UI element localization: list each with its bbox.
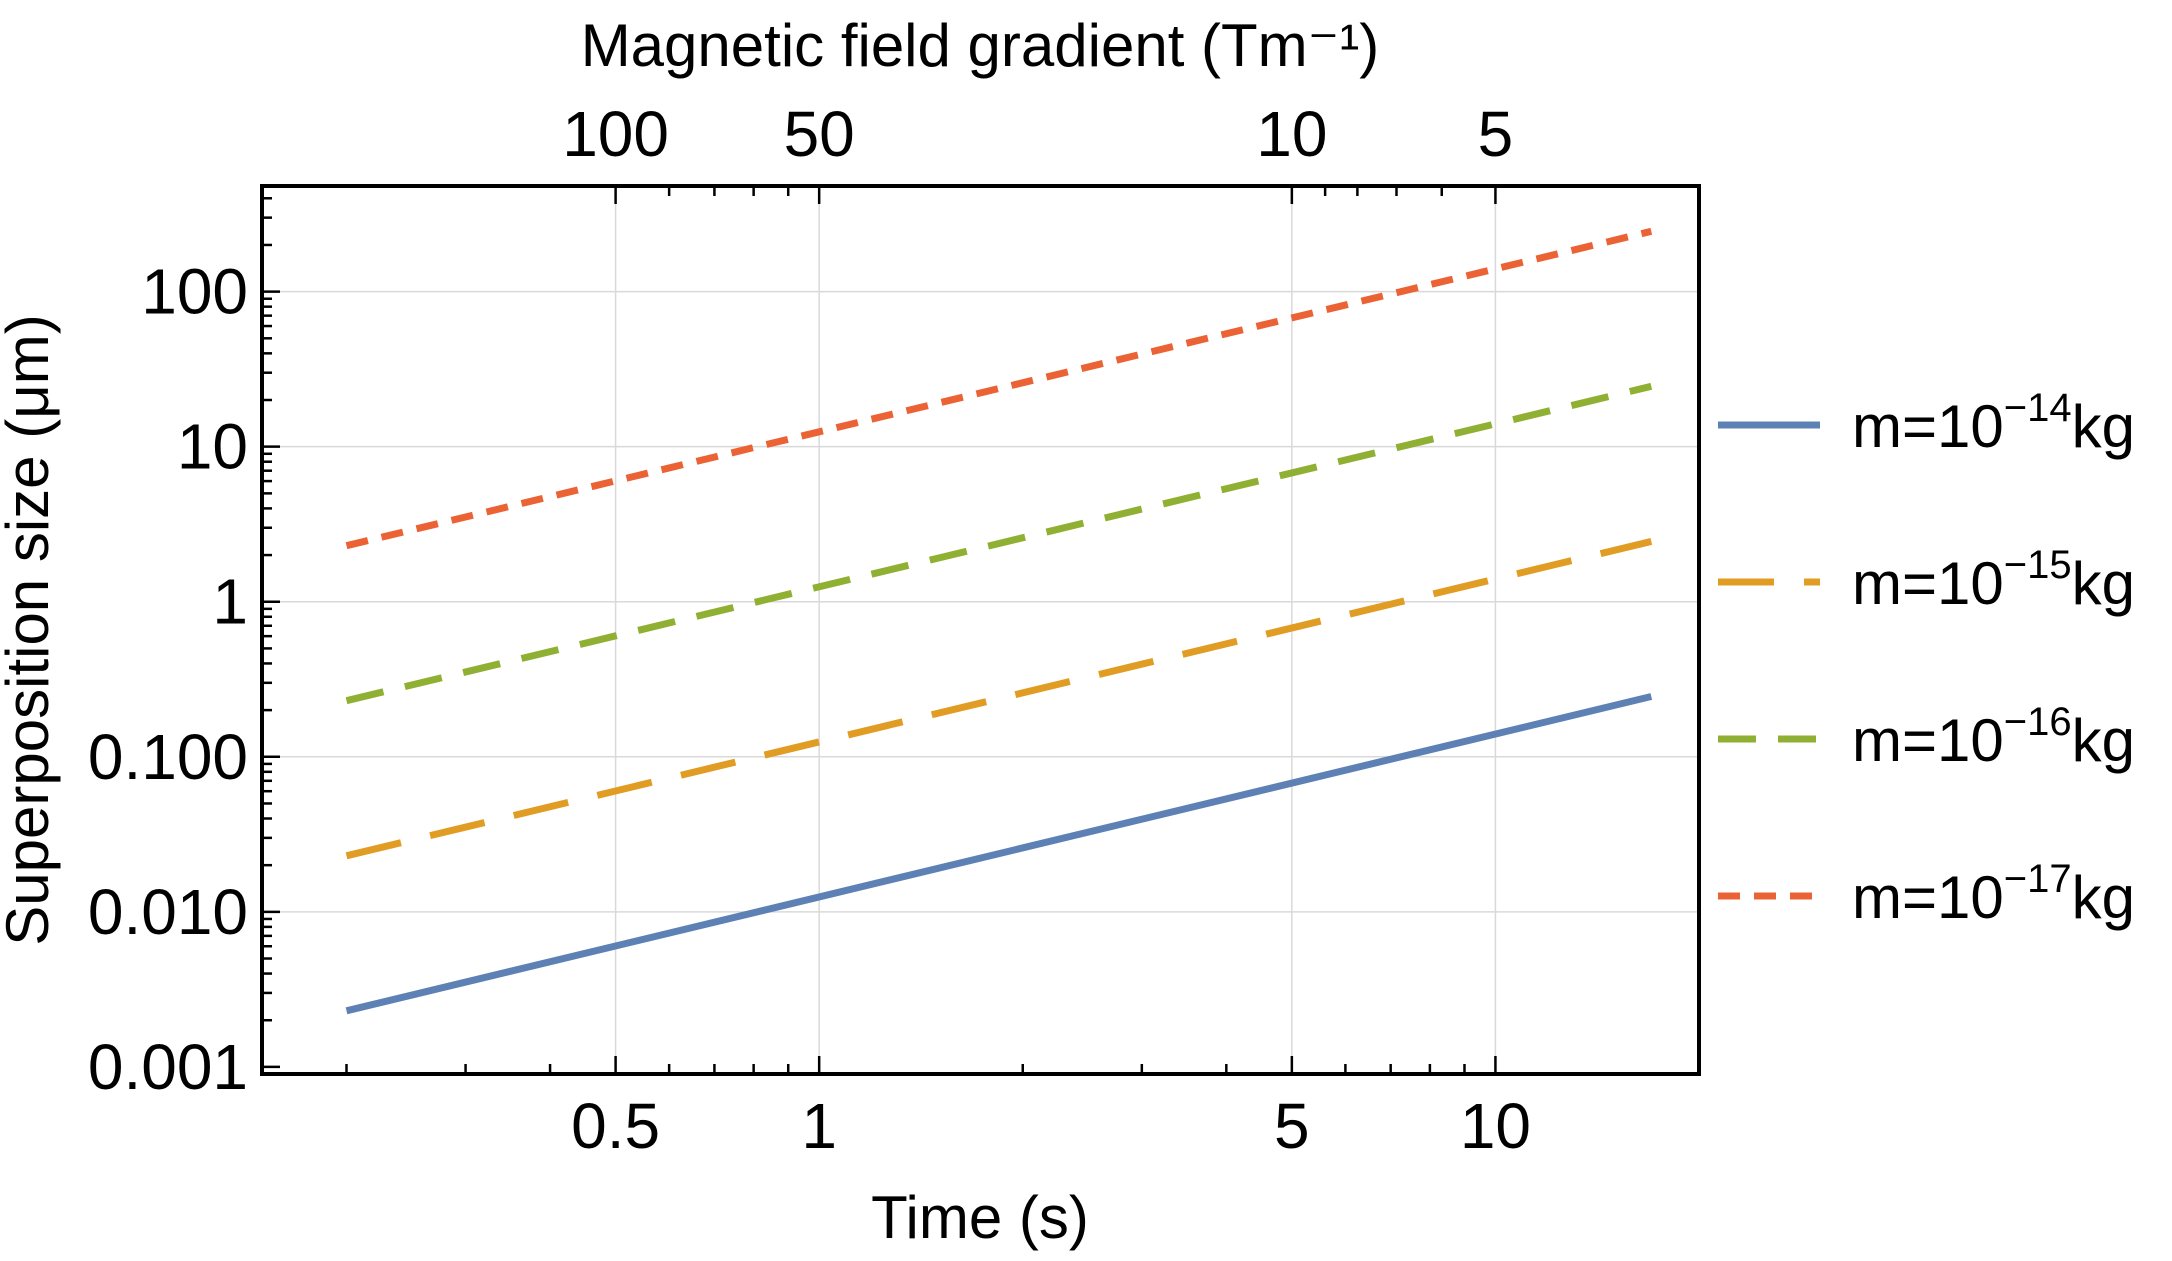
x2-tick-label: 100	[562, 98, 669, 170]
tick-labels: 0.5 1 5 10 0.001 0.010 0.100 1 10 100 100 50 10 5	[88, 98, 1531, 1162]
legend-label-1: m=10−14kg	[1852, 386, 2135, 460]
legend-label-2: m=10−15kg	[1852, 543, 2135, 617]
legend-label-4: m=10−17kg	[1852, 857, 2135, 931]
x-tick-label: 10	[1460, 1090, 1531, 1162]
y-tick-label: 100	[141, 256, 248, 328]
legend-label-base: m=10	[1852, 393, 2004, 460]
x-tick-label: 5	[1274, 1090, 1310, 1162]
legend-label-exponent: −15	[2004, 543, 2072, 587]
legend-label-exponent: −14	[2004, 386, 2072, 430]
axis-ticks	[262, 186, 1701, 1074]
x2-tick-label: 50	[784, 98, 855, 170]
x2-tick-label: 10	[1256, 98, 1327, 170]
legend-label-base: m=10	[1852, 550, 2004, 617]
y-tick-label: 1	[212, 566, 248, 638]
legend-label-exponent: −17	[2004, 857, 2072, 901]
y-tick-label: 0.001	[88, 1031, 248, 1103]
y-tick-label: 10	[177, 411, 248, 483]
series-line-3	[345, 382, 1653, 705]
y-tick-label: 0.100	[88, 721, 248, 793]
series-line-2	[345, 537, 1653, 860]
series-lines	[345, 227, 1653, 1015]
gridlines	[262, 186, 1699, 1074]
legend-label-base: m=10	[1852, 864, 2004, 931]
legend-label-exponent: −16	[2004, 700, 2072, 744]
series-line-4	[345, 227, 1653, 550]
x-axis-title: Time (s)	[871, 1184, 1089, 1251]
x2-axis-title: Magnetic field gradient (Tm⁻¹)	[581, 12, 1380, 79]
y-axis-title: Superposition size (μm)	[0, 314, 61, 945]
legend-label-unit: kg	[2072, 550, 2135, 617]
y-tick-label: 0.010	[88, 876, 248, 948]
series-line-1	[345, 693, 1653, 1015]
plot-frame	[260, 184, 1701, 1076]
x-tick-label: 1	[801, 1090, 837, 1162]
legend-label-unit: kg	[2072, 707, 2135, 774]
legend-label-unit: kg	[2072, 864, 2135, 931]
legend-label-unit: kg	[2072, 393, 2135, 460]
legend-label-3: m=10−16kg	[1852, 700, 2135, 774]
legend-label-base: m=10	[1852, 707, 2004, 774]
x-tick-label: 0.5	[571, 1090, 660, 1162]
x2-tick-label: 5	[1478, 98, 1514, 170]
